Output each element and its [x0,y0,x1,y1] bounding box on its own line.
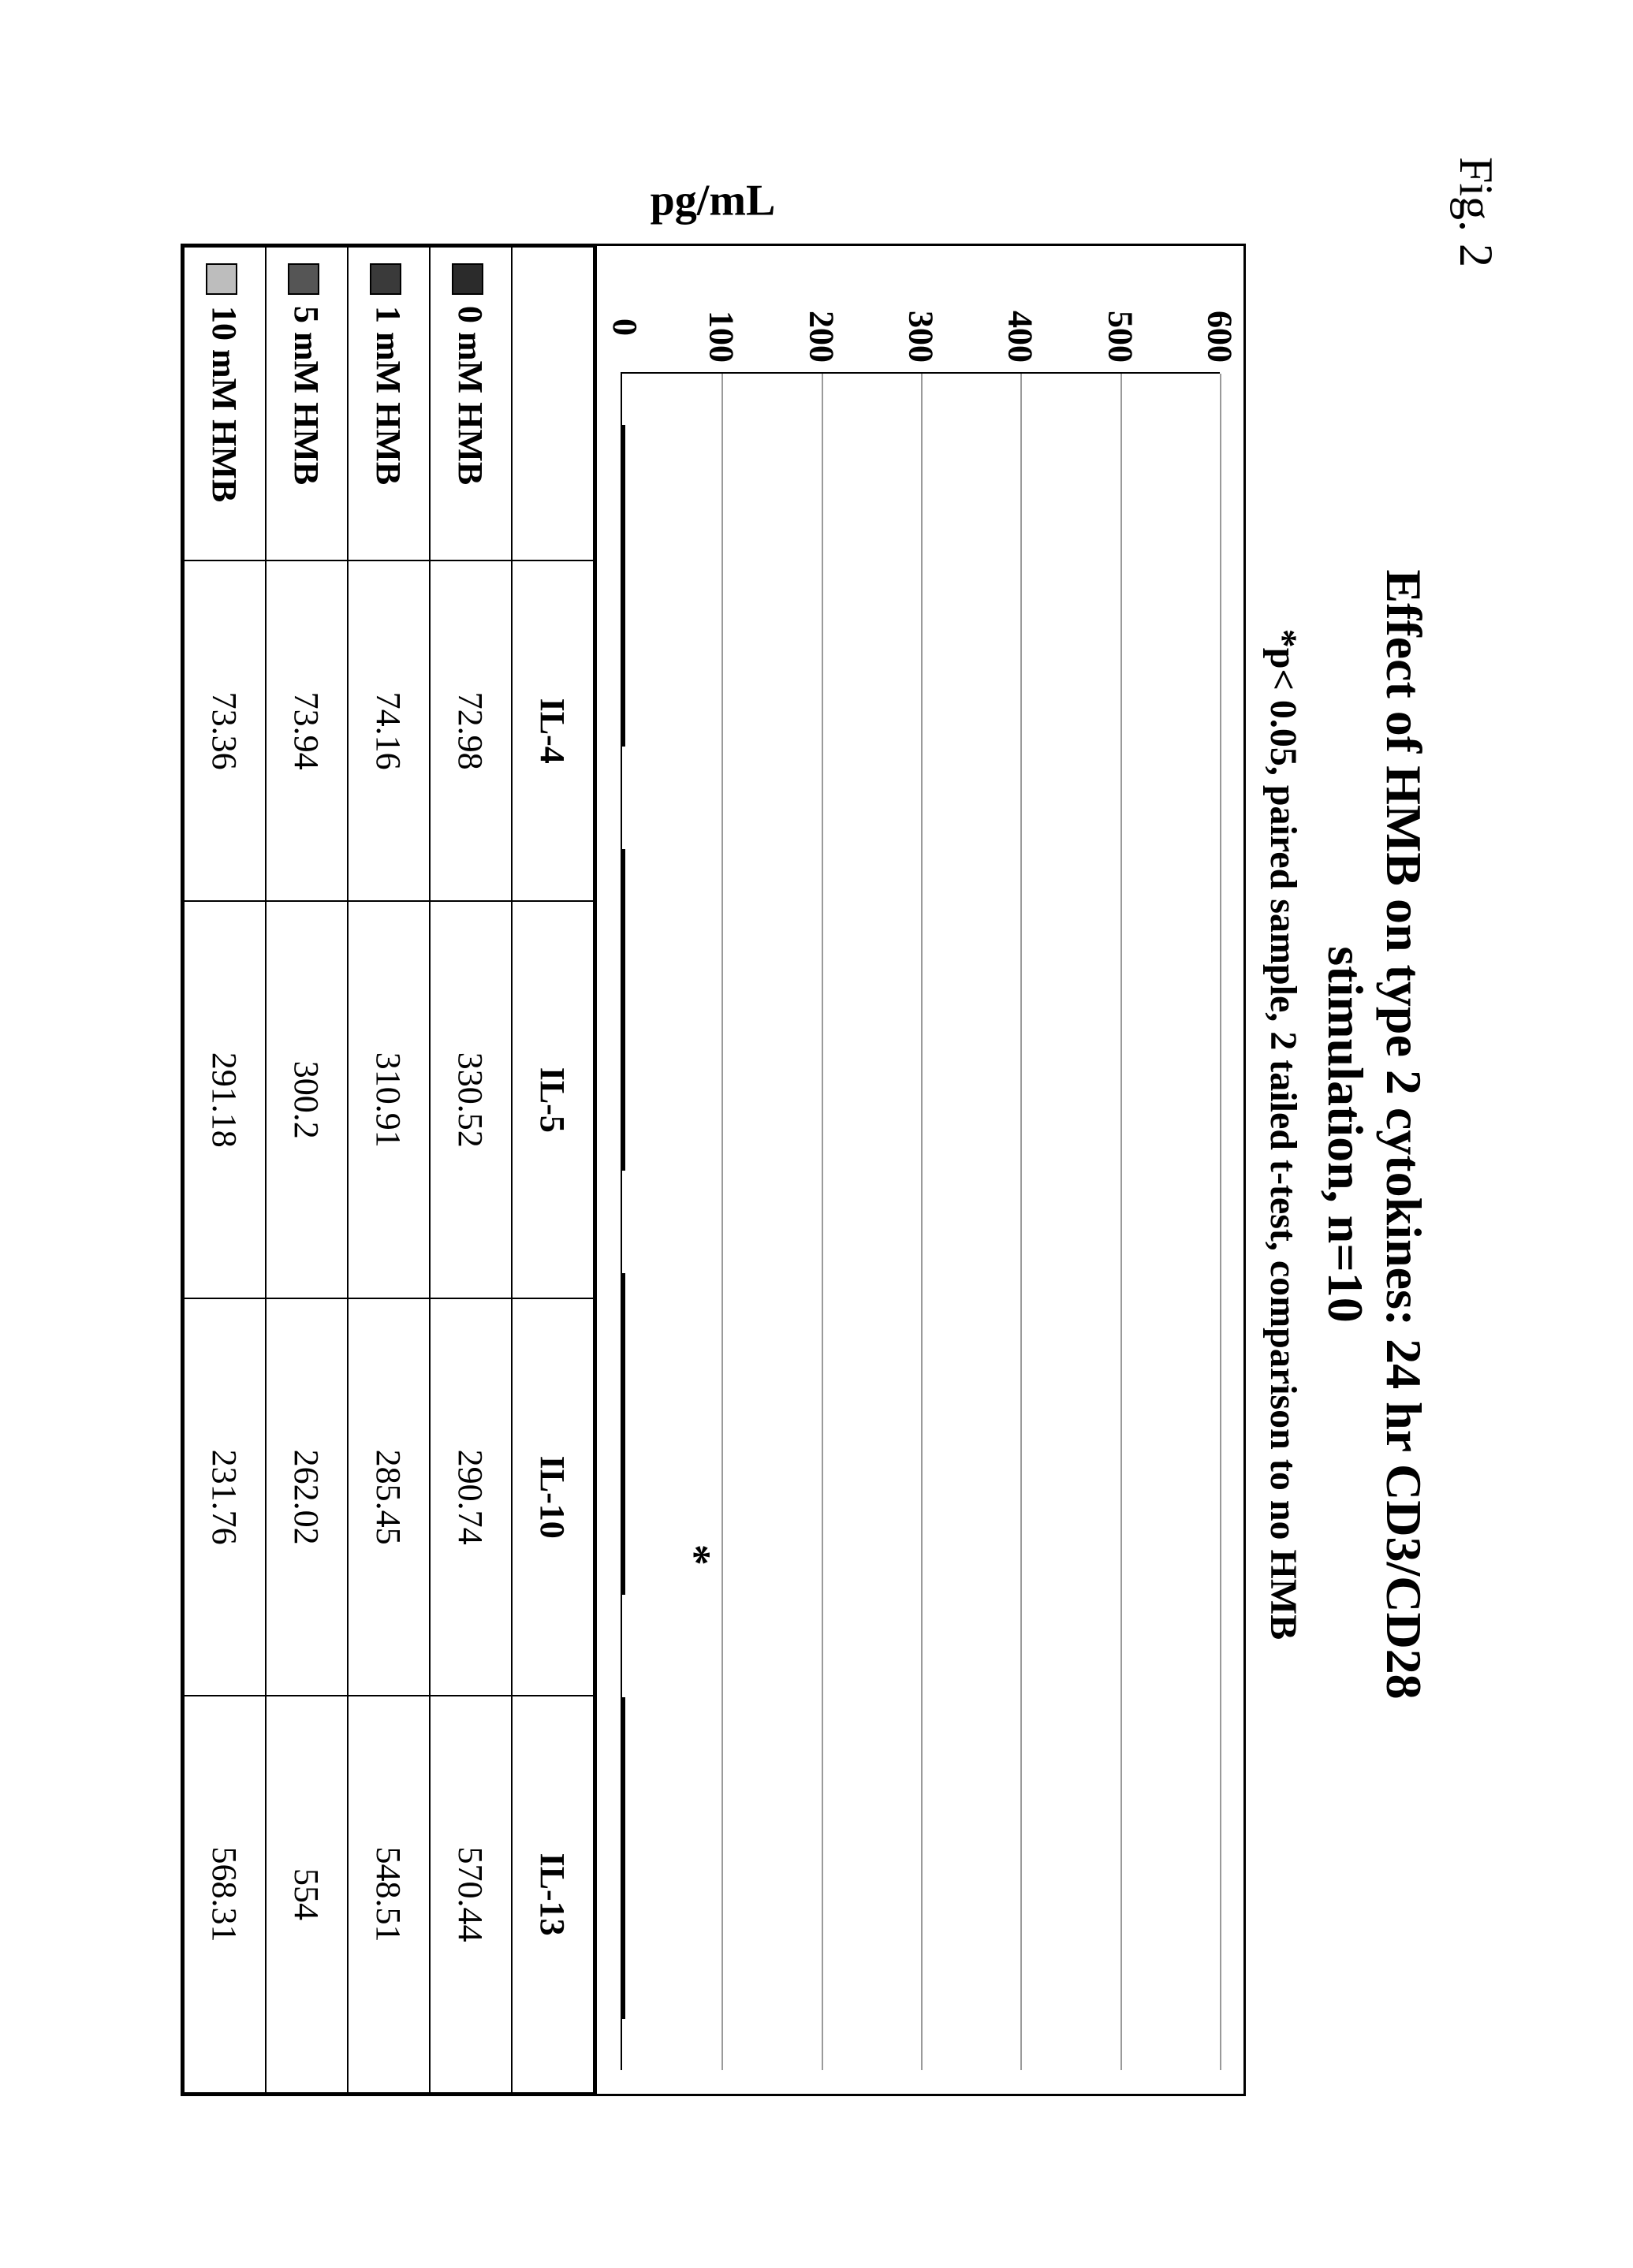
table-cell: 330.52 [430,901,512,1298]
table-cell: 554 [266,1696,348,2093]
gridline: 400 [1020,374,1022,2070]
legend-swatch [287,263,319,295]
legend-swatch [451,263,483,295]
table-cell: 285.45 [348,1298,430,1696]
legend-cell: 5 mM HMB [266,247,348,560]
data-table: IL-4IL-5IL-10IL-13 0 mM HMB 72.98330.52290… [183,246,595,2094]
gridline: 100 [721,374,723,2070]
table-cell: 231.76 [184,1298,266,1696]
table-row: 5 mM HMB 73.94300.2262.02554 [266,247,348,2093]
bar-fill [622,1434,625,1514]
table-header-row: IL-4IL-5IL-10IL-13 [512,247,594,2093]
bar-fill [622,1272,625,1353]
table-cell: 548.51 [348,1696,430,2093]
y-tick-label: 500 [1100,311,1140,374]
bar-fill [622,505,625,585]
figure-wrap: pg/mL 0 * 100200300400500600 IL-4IL-5IL-… [181,157,1246,2096]
gridline: 600 [1220,374,1221,2070]
table-header-cell: IL-10 [512,1298,594,1696]
legend-cell: 0 mM HMB [430,247,512,560]
table-row: 0 mM HMB 72.98330.52290.74570.44 [430,247,512,2093]
y-axis-label: pg/mL [651,175,776,225]
bar-fill [622,1858,625,1938]
bar-fill [622,586,625,666]
chart-title-line-2: stimulation, n=10 [1316,110,1374,2159]
table-cell: 570.44 [430,1696,512,2093]
table-header-cell: IL-4 [512,560,594,901]
y-tick-label: 600 [1199,311,1240,374]
gridline: 200 [821,374,822,2070]
y-tick-label: 200 [801,311,841,374]
bar-fill [622,1010,625,1090]
legend-label: 5 mM HMB [287,306,326,485]
table-row: 1 mM HMB 74.16310.91285.45548.51 [348,247,430,2093]
chart-subtitle: *p< 0.05, paired sample, 2 tailed t-test… [1262,110,1305,2159]
y-axis-label-column: pg/mL [181,157,1246,244]
table-cell: 262.02 [266,1298,348,1696]
bar-fill [622,929,625,1009]
legend-label: 10 mM HMB [205,306,244,502]
gridline: 500 [1120,374,1121,2070]
figure-label: Fig. 2 [1448,157,1503,2159]
plot-area: 0 * 100 200 300 400 500 600 [595,246,1243,2094]
gridline: 300 [921,374,923,2070]
bar-fill [622,1514,625,1595]
legend-swatch [369,263,401,295]
table-cell: 72.98 [430,560,512,901]
table-cell: 291.18 [184,901,266,1298]
y-tick-label: 100 [701,311,741,374]
table-cell: 290.74 [430,1298,512,1696]
table-cell: 73.36 [184,560,266,901]
legend-cell: 10 mM HMB [184,247,266,560]
title-block: Effect of HMB on type 2 cytokines: 24 hr… [1262,110,1433,2159]
table-row: 10 mM HMB 73.36291.18231.76568.31 [184,247,266,2093]
legend-label: 0 mM HMB [451,306,490,485]
legend-swatch [205,263,237,295]
chart-title-line-1: Effect of HMB on type 2 cytokines: 24 hr… [1374,110,1433,2159]
bar-fill [622,424,625,505]
legend-cell: 1 mM HMB [348,247,430,560]
table-cell-blank [512,247,594,560]
table-cell: 568.31 [184,1696,266,2093]
bar-fill [622,1353,625,1433]
table-cell: 74.16 [348,560,430,901]
significance-star: * [671,1544,720,1565]
y-tick-label: 300 [900,311,941,374]
table-header-cell: IL-5 [512,901,594,1298]
bar-fill [622,848,625,929]
legend-label: 1 mM HMB [369,306,408,485]
bar-fill [622,1696,625,1777]
plot-inner: 0 * 100200300400500600 [621,372,1220,2070]
y-tick-label: 0 [605,318,645,336]
table-cell: 300.2 [266,901,348,1298]
table-cell: 310.91 [348,901,430,1298]
bar-fill [622,1938,625,2019]
bar-fill [622,1090,625,1171]
bar-fill [622,666,625,747]
table-cell: 73.94 [266,560,348,901]
y-tick-label: 400 [1000,311,1040,374]
table-header-cell: IL-13 [512,1696,594,2093]
bar-fill [622,1777,625,1857]
chart-panel: 0 * 100 200 300 400 500 600 IL-4IL-5IL-10IL-1… [181,244,1246,2096]
